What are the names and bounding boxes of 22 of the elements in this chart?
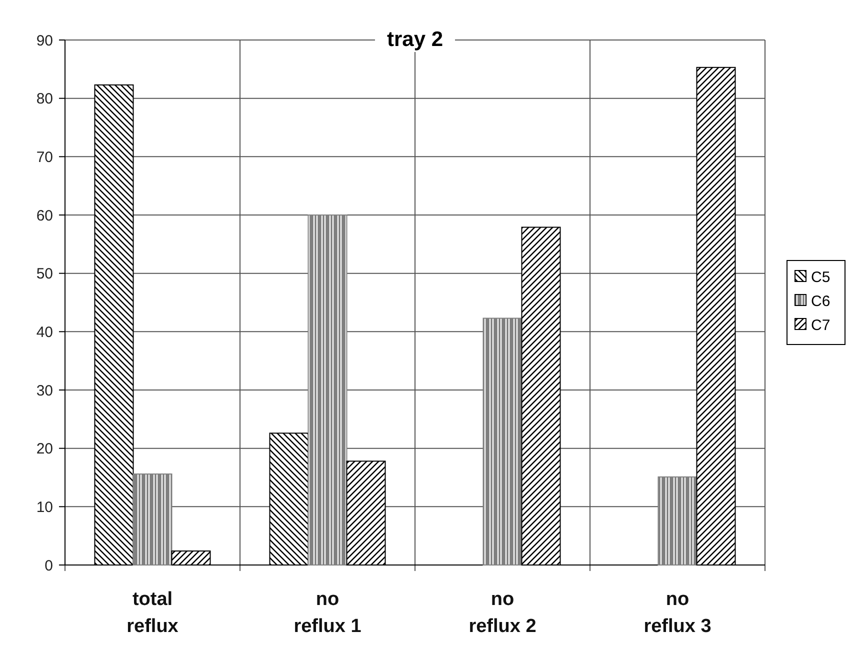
bar bbox=[658, 476, 698, 566]
bar bbox=[308, 214, 348, 566]
bar bbox=[482, 318, 522, 566]
x-tick-label: no reflux 3 bbox=[644, 589, 712, 637]
y-tick-label: 10 bbox=[36, 498, 53, 516]
y-tick-label: 80 bbox=[36, 90, 53, 108]
x-tick-label: no reflux 1 bbox=[294, 589, 362, 637]
y-tick-label: 50 bbox=[36, 266, 53, 283]
y-tick-label: 0 bbox=[44, 557, 53, 574]
y-tick-label: 20 bbox=[36, 440, 53, 458]
legend-label: C6 bbox=[811, 292, 830, 310]
bar bbox=[132, 474, 172, 566]
chart-title: tray 2 bbox=[386, 28, 444, 51]
y-tick-label: 30 bbox=[36, 382, 53, 400]
y-tick-label: 40 bbox=[36, 324, 53, 341]
x-tick-label: total reflux bbox=[126, 589, 179, 637]
x-tick-label: no reflux 2 bbox=[468, 589, 536, 637]
y-tick-label: 60 bbox=[36, 207, 53, 224]
y-tick-label: 70 bbox=[36, 148, 53, 166]
y-tick-label: 90 bbox=[36, 32, 53, 50]
legend-label: C5 bbox=[811, 268, 830, 286]
legend-label: C7 bbox=[811, 316, 830, 334]
